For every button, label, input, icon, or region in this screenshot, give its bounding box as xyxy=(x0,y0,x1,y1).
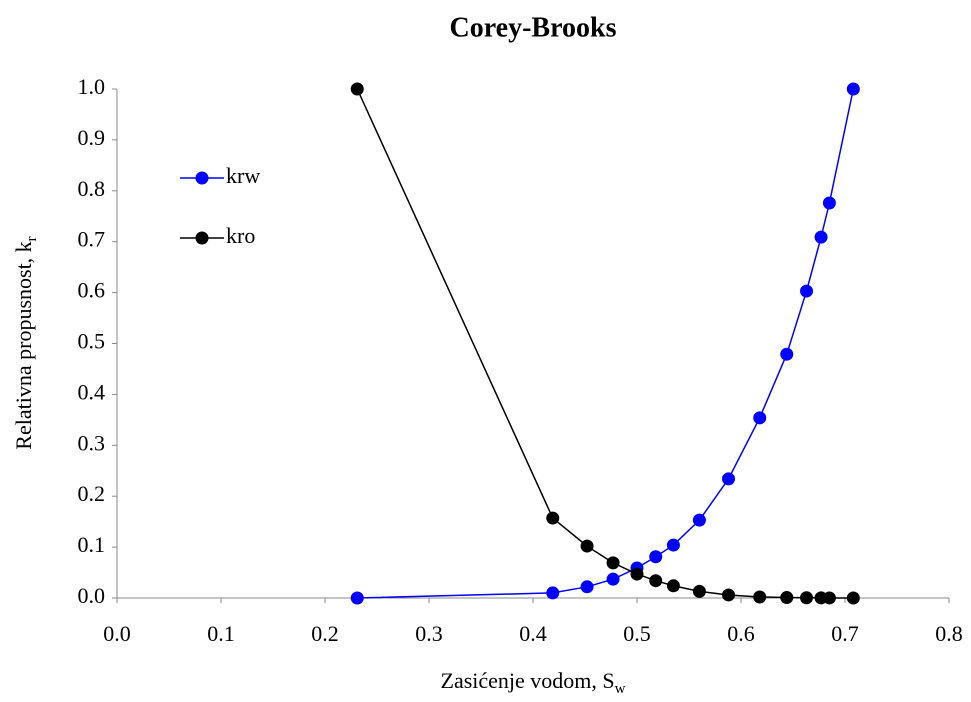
legend-label: kro xyxy=(226,223,255,248)
y-tick-label: 0.0 xyxy=(78,583,106,608)
data-point xyxy=(546,586,560,600)
data-point xyxy=(350,591,364,605)
legend-swatch-marker xyxy=(195,171,209,185)
y-tick-label: 0.6 xyxy=(78,278,106,303)
x-tick-label: 0.2 xyxy=(311,621,339,646)
chart-title: Corey-Brooks xyxy=(450,12,617,43)
data-point xyxy=(666,579,680,593)
data-point xyxy=(780,590,794,604)
x-axis-label-sub: w xyxy=(615,681,626,697)
x-tick-label: 0.7 xyxy=(831,621,859,646)
legend-label: krw xyxy=(226,163,260,188)
x-tick-label: 0.4 xyxy=(519,621,547,646)
x-tick-label: 0.6 xyxy=(727,621,755,646)
y-tick-label: 0.7 xyxy=(78,227,106,252)
data-point xyxy=(753,590,767,604)
data-point xyxy=(846,591,860,605)
legend-swatch-marker xyxy=(195,231,209,245)
data-point xyxy=(814,230,828,244)
x-axis-label: Zasićenje vodom, Sw xyxy=(441,668,626,697)
y-tick-label: 0.4 xyxy=(78,379,106,404)
x-axis-label-main: Zasićenje vodom, S xyxy=(441,668,615,693)
y-tick-label: 0.3 xyxy=(78,430,106,455)
data-point xyxy=(580,580,594,594)
data-point xyxy=(800,284,814,298)
data-point xyxy=(666,538,680,552)
data-point xyxy=(753,411,767,425)
data-point xyxy=(606,556,620,570)
y-axis-label-sub: r xyxy=(24,236,40,241)
x-tick-label: 0.3 xyxy=(415,621,443,646)
data-point xyxy=(800,591,814,605)
data-point xyxy=(580,539,594,553)
y-tick-label: 0.1 xyxy=(78,532,106,557)
data-point xyxy=(822,591,836,605)
x-tick-label: 0.8 xyxy=(935,621,963,646)
x-tick-label: 0.0 xyxy=(103,621,131,646)
data-point xyxy=(780,347,794,361)
data-point xyxy=(546,511,560,525)
data-point xyxy=(606,572,620,586)
data-point xyxy=(722,472,736,486)
series-line xyxy=(356,88,854,599)
y-tick-label: 0.9 xyxy=(78,125,106,150)
data-point xyxy=(692,513,706,527)
data-point xyxy=(649,574,663,588)
x-tick-label: 0.1 xyxy=(207,621,235,646)
data-point xyxy=(649,550,663,564)
data-point xyxy=(722,588,736,602)
y-tick-label: 0.8 xyxy=(78,176,106,201)
y-tick-label: 1.0 xyxy=(78,74,106,99)
y-axis-label-main: Relativna propusnost, k xyxy=(11,241,36,449)
data-point xyxy=(350,82,364,96)
y-axis-label: Relativna propusnost, kr xyxy=(11,236,40,449)
x-tick-label: 0.5 xyxy=(623,621,651,646)
data-point xyxy=(692,584,706,598)
data-point xyxy=(846,82,860,96)
series-line xyxy=(357,88,855,599)
y-tick-label: 0.2 xyxy=(78,481,106,506)
data-point xyxy=(630,567,644,581)
data-point xyxy=(822,196,836,210)
y-tick-label: 0.5 xyxy=(78,329,106,354)
